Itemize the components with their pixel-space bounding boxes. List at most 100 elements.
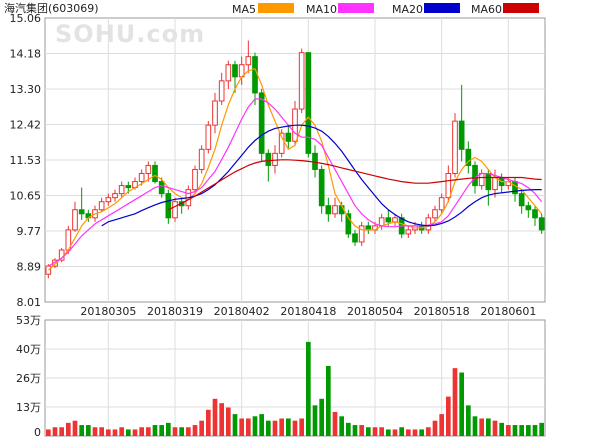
candle-up: [218, 80, 225, 102]
volume-bar: [352, 425, 358, 436]
candle-up: [332, 205, 338, 215]
volume-bar: [419, 429, 424, 436]
volume-bar: [199, 420, 204, 436]
candle-down: [458, 120, 465, 150]
candle-up: [98, 201, 105, 211]
volume-bar: [466, 405, 471, 436]
candle-down: [305, 52, 312, 154]
volume-bar: [219, 403, 224, 436]
legend-label: MA10: [306, 3, 337, 16]
volume-bar: [499, 422, 504, 436]
volume-bar: [452, 368, 458, 436]
candle-up: [272, 152, 278, 166]
volume-bar: [132, 429, 138, 436]
volume-bar: [119, 427, 124, 436]
volume-bar: [412, 429, 418, 436]
volume-bar: [139, 427, 144, 436]
date-tick-label: 20180418: [280, 305, 336, 318]
volume-tick-label: 26万: [16, 372, 41, 385]
candle-up: [425, 217, 432, 231]
volume-bar: [359, 425, 364, 436]
ma60-line: [168, 159, 542, 211]
candle-up: [278, 132, 285, 154]
watermark: SOHU.com: [55, 20, 205, 48]
volume-bar: [112, 429, 118, 436]
candle-down: [165, 193, 172, 219]
candle-down: [365, 225, 372, 231]
volume-bar: [266, 420, 271, 436]
volume-bar: [106, 429, 111, 436]
price-tick-label: 13.30: [10, 83, 42, 96]
volume-bar: [86, 425, 91, 436]
volume-bar: [332, 411, 338, 436]
price-tick-label: 8.01: [17, 296, 42, 309]
legend-swatch: [424, 3, 460, 13]
candle-up: [225, 64, 232, 82]
volume-bar: [299, 418, 304, 436]
candle-up: [298, 52, 305, 110]
candle-up: [172, 201, 178, 219]
legend-swatch: [258, 3, 294, 13]
date-tick-label: 20180402: [214, 305, 270, 318]
volume-bar: [66, 422, 71, 436]
candle-up: [245, 56, 252, 66]
candle-up: [452, 120, 458, 174]
volume-bar: [272, 420, 278, 436]
candle-up: [358, 225, 365, 243]
volume-bar: [279, 418, 284, 436]
volume-bar: [526, 425, 531, 436]
volume-bar: [339, 416, 344, 436]
volume-bar: [92, 427, 98, 436]
candle-down: [325, 205, 332, 215]
candle-down: [78, 209, 85, 215]
volume-bar: [246, 418, 251, 436]
candle-up: [72, 209, 78, 231]
ma5-line: [47, 68, 543, 271]
volume-bar: [252, 416, 258, 436]
candle-down: [385, 217, 392, 223]
volume-bar: [239, 418, 244, 436]
legend-label: MA20: [392, 3, 423, 16]
legend-item-ma60: MA60: [471, 3, 539, 16]
legend-item-ma5: MA5: [232, 3, 294, 16]
candle-down: [485, 172, 492, 191]
candle-up: [212, 100, 218, 126]
volume-bar: [492, 420, 498, 436]
price-tick-label: 10.65: [10, 190, 42, 203]
volume-bar: [459, 372, 464, 436]
candle-up: [118, 185, 125, 195]
candle-down: [525, 205, 532, 211]
legend: MA5 MA10 MA20 MA60: [232, 3, 539, 16]
candle-up: [105, 197, 112, 203]
date-tick-label: 20180504: [347, 305, 403, 318]
volume-bar: [152, 425, 158, 436]
price-tick-label: 11.53: [10, 154, 42, 167]
grid-layer: [44, 17, 546, 437]
volume-bar: [166, 422, 171, 436]
moving-average-layer: [47, 68, 543, 271]
price-tick-label: 8.89: [17, 261, 42, 274]
candle-up: [492, 177, 498, 191]
ma10-line: [47, 98, 543, 267]
volume-bar: [472, 416, 478, 436]
axis-layer: 15.06 14.18 13.30 12.42 11.53 10.65 9.77 8.89 8.…: [10, 12, 537, 439]
volume-bar: [312, 405, 318, 436]
volume-bar: [366, 427, 371, 436]
volume-bar: [406, 429, 411, 436]
volume-bar: [72, 420, 78, 436]
volume-bar: [126, 429, 131, 436]
volume-bar: [192, 425, 198, 436]
volume-bar: [512, 425, 518, 436]
candle-down: [232, 64, 238, 78]
volume-bar: [446, 396, 451, 436]
price-tick-label: 15.06: [10, 12, 42, 25]
volume-bar: [79, 425, 84, 436]
date-tick-label: 20180305: [80, 305, 136, 318]
volume-bar: [212, 398, 218, 436]
candle-down: [252, 56, 258, 94]
volume-bar: [326, 365, 331, 436]
volume-bar: [146, 427, 151, 436]
candle-down: [472, 164, 478, 187]
legend-swatch: [503, 3, 539, 13]
